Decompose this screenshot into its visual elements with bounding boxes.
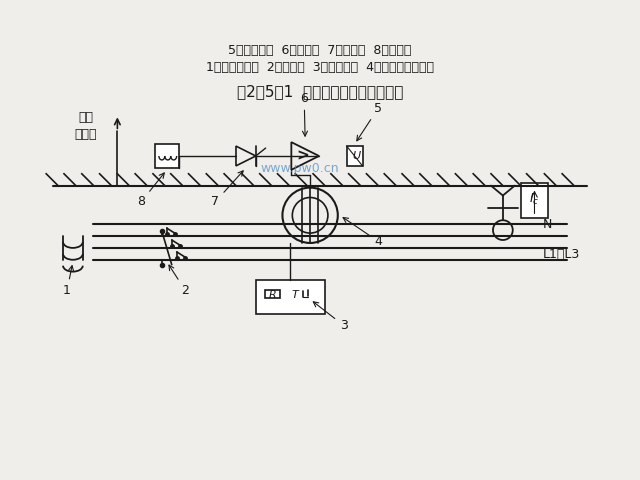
Text: 3: 3 <box>314 302 348 332</box>
Text: R: R <box>269 290 276 300</box>
Text: T: T <box>292 290 299 300</box>
Text: www.pw0.cn: www.pw0.cn <box>261 162 340 175</box>
Text: 7: 7 <box>211 171 243 208</box>
Bar <box>256 279 325 314</box>
Text: >: > <box>297 148 310 164</box>
Text: 5: 5 <box>357 101 382 141</box>
Bar <box>265 290 280 298</box>
Text: L1～L3: L1～L3 <box>542 248 580 261</box>
Text: 工作
接地体: 工作 接地体 <box>74 111 97 141</box>
Text: 8: 8 <box>137 173 164 208</box>
Text: 6: 6 <box>300 92 308 136</box>
Text: 2: 2 <box>169 265 189 298</box>
Text: N: N <box>542 218 552 231</box>
Text: 5－压敏电阻  6－放大器  7－晶闸管  8－脱扣器: 5－压敏电阻 6－放大器 7－晶闸管 8－脱扣器 <box>228 44 412 57</box>
Bar <box>347 146 362 166</box>
Text: 1－供电变压器  2－主开关  3－试验按钮  4－零序电流互感器: 1－供电变压器 2－主开关 3－试验按钮 4－零序电流互感器 <box>206 60 434 73</box>
Text: 1: 1 <box>63 266 74 298</box>
Text: U: U <box>353 151 360 161</box>
Bar <box>155 144 179 168</box>
Bar <box>521 183 548 218</box>
Text: 4: 4 <box>343 217 382 248</box>
Text: 图2－5－1  电流型漏电保护器的原理: 图2－5－1 电流型漏电保护器的原理 <box>237 84 403 99</box>
Text: $I_c$: $I_c$ <box>529 192 540 207</box>
